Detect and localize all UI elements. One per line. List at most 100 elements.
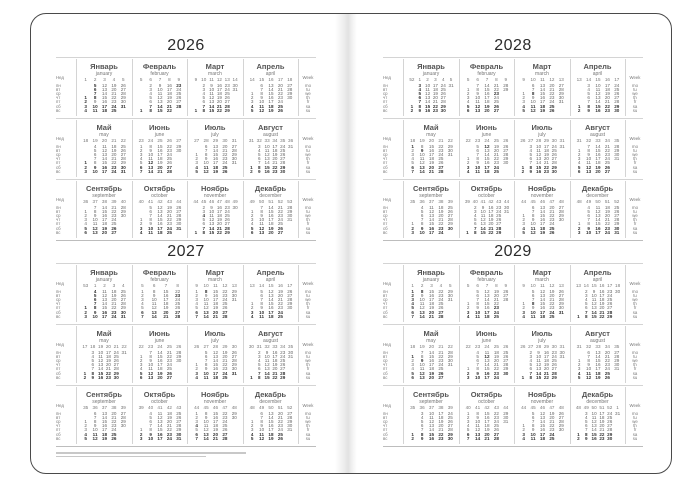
- day-cell: 4: [250, 313, 254, 319]
- day-row: 5 12 19 26: [81, 436, 128, 441]
- day-cell: 9: [93, 213, 97, 219]
- week-number: 2: [426, 77, 429, 82]
- day-cell: 26: [231, 350, 237, 355]
- day-cell: 26: [440, 91, 446, 97]
- day-cell: 20: [549, 415, 555, 421]
- day-cell: 9: [93, 309, 97, 315]
- day-row: 1 8 15 22 29: [137, 217, 184, 222]
- day-row: 4 11 18 25: [464, 350, 511, 355]
- day-cell: 24: [277, 309, 283, 315]
- day-cell: 27: [176, 209, 182, 215]
- day-cell: 25: [551, 148, 557, 154]
- day-row: 6 13 20 27: [575, 213, 622, 218]
- day-cell: 11: [264, 358, 270, 364]
- day-cell: 23: [277, 213, 283, 219]
- day-cell: 15: [428, 354, 435, 360]
- day-cell: 16: [212, 156, 219, 162]
- week-number: 42: [166, 405, 172, 410]
- day-row: 4 11 18 25: [137, 91, 184, 96]
- day-cell: 26: [120, 148, 126, 154]
- day-cell: 1: [250, 164, 253, 170]
- day-cell: 25: [503, 350, 509, 355]
- day-cell: 21: [111, 415, 117, 421]
- day-row: 4 11 18 25: [519, 226, 566, 231]
- day-cell: 26: [166, 370, 172, 376]
- day-cell: 19: [163, 305, 169, 311]
- weekday-label: sa: [632, 370, 638, 376]
- day-cell: 14: [101, 415, 108, 421]
- day-cell: 12: [259, 435, 265, 441]
- day-cell: 22: [493, 301, 499, 307]
- day-cell: 10: [586, 366, 592, 372]
- day-cell: 31: [232, 87, 238, 93]
- month-name-ru: Март: [205, 62, 225, 71]
- day-cell: 4: [93, 289, 97, 294]
- day-row: 7 14 21 28: [519, 297, 566, 302]
- day-cell: 25: [175, 301, 181, 307]
- weekday-label: th: [306, 217, 310, 223]
- day-cell: 10: [264, 354, 270, 360]
- day-row: 1 8 15 22 29: [81, 161, 128, 166]
- day-cell: 16: [428, 293, 435, 299]
- day-cell: 17: [105, 350, 111, 355]
- day-cell: 18: [216, 213, 222, 219]
- week-number: 47: [222, 405, 228, 410]
- day-cell: 31: [231, 160, 237, 166]
- month-name-ru: Июль: [531, 329, 553, 338]
- day-cell: 20: [549, 205, 555, 210]
- day-row: 7 14 21 28: [248, 297, 295, 302]
- day-row: 4 11 18 25: [192, 423, 239, 428]
- day-cell: 29: [224, 229, 230, 235]
- day-cell: 10: [209, 209, 215, 215]
- day-row: 5 12 19 26: [137, 161, 184, 166]
- weekday-label: mo: [305, 411, 311, 416]
- empty-day-cell: [612, 170, 621, 174]
- week-numbers-row: 22 23 24 25 26: [137, 344, 184, 349]
- day-cell: 15: [212, 152, 219, 158]
- day-cell: 18: [272, 358, 278, 364]
- day-cell: 25: [277, 221, 283, 227]
- week-number: 38: [438, 199, 444, 204]
- weekday-labels-right: Week mo tu we th fr sa su: [298, 118, 318, 179]
- day-cell: 22: [493, 411, 499, 416]
- month-name-en: august: [589, 131, 605, 138]
- day-cell: 28: [551, 370, 557, 376]
- week-number: 46: [539, 405, 546, 410]
- day-cell: 25: [447, 205, 453, 210]
- day-cell: 31: [559, 144, 565, 149]
- weekday-label: пн: [383, 205, 388, 210]
- day-cell: 2: [529, 350, 533, 355]
- weekday-label: we: [632, 358, 638, 364]
- weekday-label: su: [305, 107, 311, 113]
- day-row: 7 14 21 28: [192, 148, 239, 153]
- day-cell: 19: [599, 419, 605, 425]
- day-row: 1 8 15 22 29: [81, 371, 128, 376]
- day-cell: 12: [203, 305, 209, 311]
- day-cell: 17: [101, 168, 108, 174]
- day-row: 2 9 16 23 30: [575, 436, 622, 441]
- day-cell: 30: [614, 107, 620, 113]
- day-cell: 18: [157, 366, 163, 372]
- week-numbers-row: 9 10 11 12 13 14: [192, 77, 239, 82]
- day-cell: 4: [529, 148, 533, 154]
- week-number: 30: [551, 138, 557, 143]
- month-name-ru: Сентябрь: [413, 390, 449, 399]
- week-number: 37: [428, 199, 435, 204]
- weekday-labels-right: Week mo tu we th fr sa su: [625, 57, 645, 118]
- week-number: 47: [549, 199, 555, 204]
- day-cell: 18: [599, 297, 605, 303]
- day-cell: 17: [543, 144, 549, 149]
- day-cell: 12: [203, 168, 209, 174]
- day-cell: 5: [584, 419, 588, 425]
- week-number: 30: [551, 344, 557, 349]
- day-cell: 18: [539, 103, 546, 109]
- week-number: 35: [614, 138, 620, 143]
- day-cell: 19: [484, 427, 490, 433]
- day-cell: 29: [558, 301, 564, 307]
- week-number: 22: [447, 138, 453, 143]
- day-row: 3 10 17 24: [408, 411, 455, 416]
- day-cell: 4: [584, 415, 588, 421]
- day-cell: 25: [614, 87, 620, 93]
- day-cell: 11: [475, 99, 480, 105]
- day-cell: 4: [250, 103, 254, 109]
